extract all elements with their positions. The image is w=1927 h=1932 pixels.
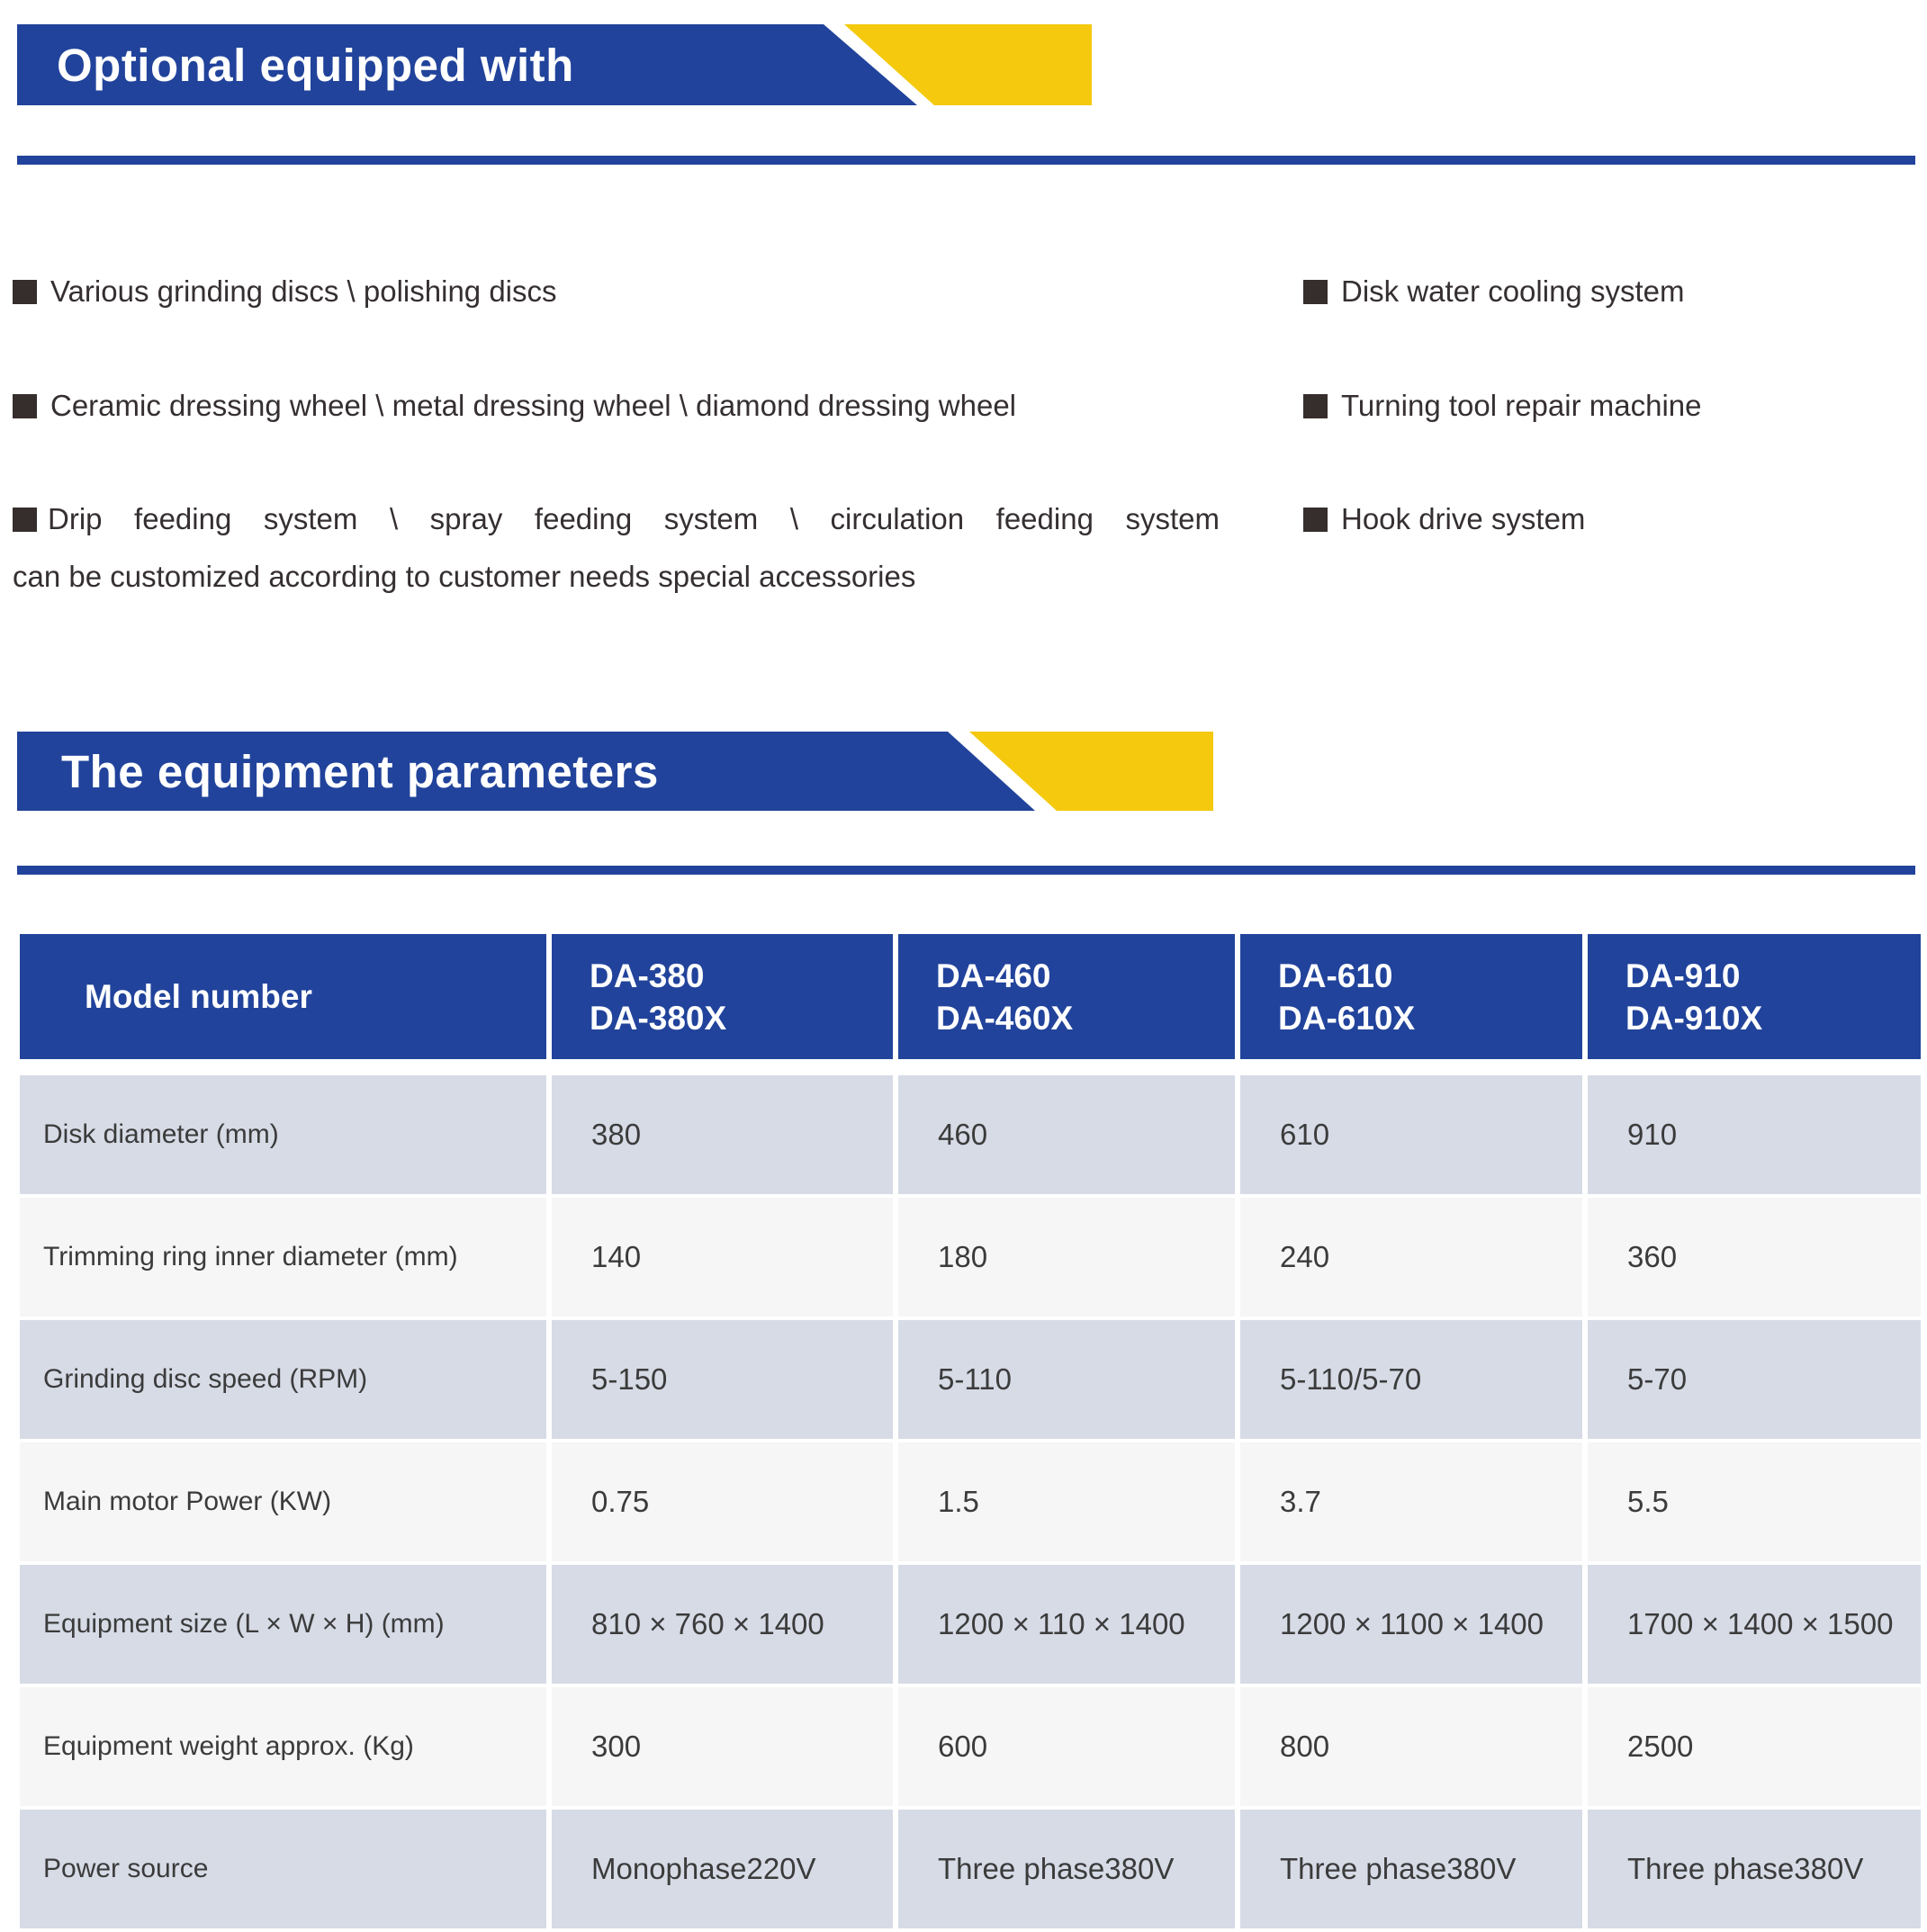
table-cell: 5-110	[898, 1320, 1235, 1439]
table-header-da910: DA-910 DA-910X	[1588, 934, 1921, 1059]
list-item: Drip feeding system \ spray feeding syst…	[13, 500, 1220, 538]
bullet-square-icon	[13, 393, 37, 418]
table-cell: 3.7	[1240, 1442, 1582, 1561]
table-header-model-number: Model number	[20, 934, 546, 1059]
table-header-gap	[20, 1063, 1921, 1072]
model-line1: DA-610	[1278, 957, 1393, 994]
list-item-text: Turning tool repair machine	[1341, 389, 1702, 422]
table-cell: 380	[552, 1075, 893, 1194]
list-item: Ceramic dressing wheel \ metal dressing …	[13, 387, 1016, 425]
list-item-text: Various grinding discs \ polishing discs	[50, 274, 557, 308]
list-item-continuation: can be customized according to customer …	[13, 560, 916, 593]
list-item: Various grinding discs \ polishing discs	[13, 273, 557, 310]
list-item: Disk water cooling system	[1303, 273, 1684, 310]
row-label: Grinding disc speed (RPM)	[20, 1320, 546, 1439]
table-cell: 2500	[1588, 1687, 1921, 1806]
list-item: Hook drive system	[1303, 500, 1585, 538]
bullet-square-icon	[1303, 393, 1328, 418]
table-cell: 5-110/5-70	[1240, 1320, 1582, 1439]
table-cell: 1700 × 1400 × 1500	[1588, 1565, 1921, 1684]
parameters-table: Model number DA-380 DA-380X DA-460 DA-46…	[20, 934, 1921, 1928]
table-cell: 910	[1588, 1075, 1921, 1194]
section-title: Optional equipped with	[57, 39, 574, 91]
table-cell: 5-150	[552, 1320, 893, 1439]
banner-blue-ribbon	[17, 24, 917, 105]
table-cell: 360	[1588, 1198, 1921, 1316]
list-item-text: Ceramic dressing wheel \ metal dressing …	[50, 389, 1017, 422]
table-cell: 5-70	[1588, 1320, 1921, 1439]
table-header-da610: DA-610 DA-610X	[1240, 934, 1582, 1059]
section-banner-parameters: The equipment parameters	[17, 732, 1230, 811]
row-label: Main motor Power (KW)	[20, 1442, 546, 1561]
model-line2: DA-460X	[936, 999, 1074, 1037]
table-cell: 300	[552, 1687, 893, 1806]
list-item-text: Disk water cooling system	[1341, 274, 1685, 308]
table-header-da460: DA-460 DA-460X	[898, 934, 1235, 1059]
row-label: Equipment size (L × W × H) (mm)	[20, 1565, 546, 1684]
section-divider-line	[17, 156, 1915, 165]
table-cell: 0.75	[552, 1442, 893, 1561]
list-item-text: Hook drive system	[1341, 502, 1586, 535]
model-line1: DA-460	[936, 957, 1051, 994]
section-banner-optional: Optional equipped with	[17, 24, 1109, 105]
table-cell: 610	[1240, 1075, 1582, 1194]
model-line1: DA-380	[590, 957, 705, 994]
table-cell: 800	[1240, 1687, 1582, 1806]
table-cell: 1.5	[898, 1442, 1235, 1561]
table-cell: 460	[898, 1075, 1235, 1194]
section-divider-line	[17, 866, 1915, 875]
model-line2: DA-910X	[1625, 999, 1763, 1037]
list-item: Turning tool repair machine	[1303, 387, 1701, 425]
table-cell: 810 × 760 × 1400	[552, 1565, 893, 1684]
bullet-square-icon	[13, 279, 37, 304]
table-cell: Three phase380V	[898, 1810, 1235, 1928]
table-header-da380: DA-380 DA-380X	[552, 934, 893, 1059]
row-label: Disk diameter (mm)	[20, 1075, 546, 1194]
bullet-square-icon	[1303, 507, 1328, 532]
table-cell: Three phase380V	[1588, 1810, 1921, 1928]
table-cell: 600	[898, 1687, 1235, 1806]
model-line2: DA-380X	[590, 999, 727, 1037]
table-cell: 1200 × 1100 × 1400	[1240, 1565, 1582, 1684]
row-label: Equipment weight approx. (Kg)	[20, 1687, 546, 1806]
bullet-square-icon	[1303, 279, 1328, 304]
model-line1: DA-910	[1625, 957, 1741, 994]
table-cell: 5.5	[1588, 1442, 1921, 1561]
table-cell: 140	[552, 1198, 893, 1316]
table-cell: 180	[898, 1198, 1235, 1316]
row-label: Power source	[20, 1810, 546, 1928]
bullet-square-icon	[13, 508, 37, 532]
row-label: Trimming ring inner diameter (mm)	[20, 1198, 546, 1316]
table-cell: Three phase380V	[1240, 1810, 1582, 1928]
banner-blue-ribbon	[17, 732, 1035, 811]
section-title: The equipment parameters	[61, 745, 659, 797]
table-cell: Monophase220V	[552, 1810, 893, 1928]
table-cell: 1200 × 110 × 1400	[898, 1565, 1235, 1684]
list-item-text: Drip feeding system \ spray feeding syst…	[48, 502, 1220, 535]
table-cell: 240	[1240, 1198, 1582, 1316]
model-line2: DA-610X	[1278, 999, 1416, 1037]
